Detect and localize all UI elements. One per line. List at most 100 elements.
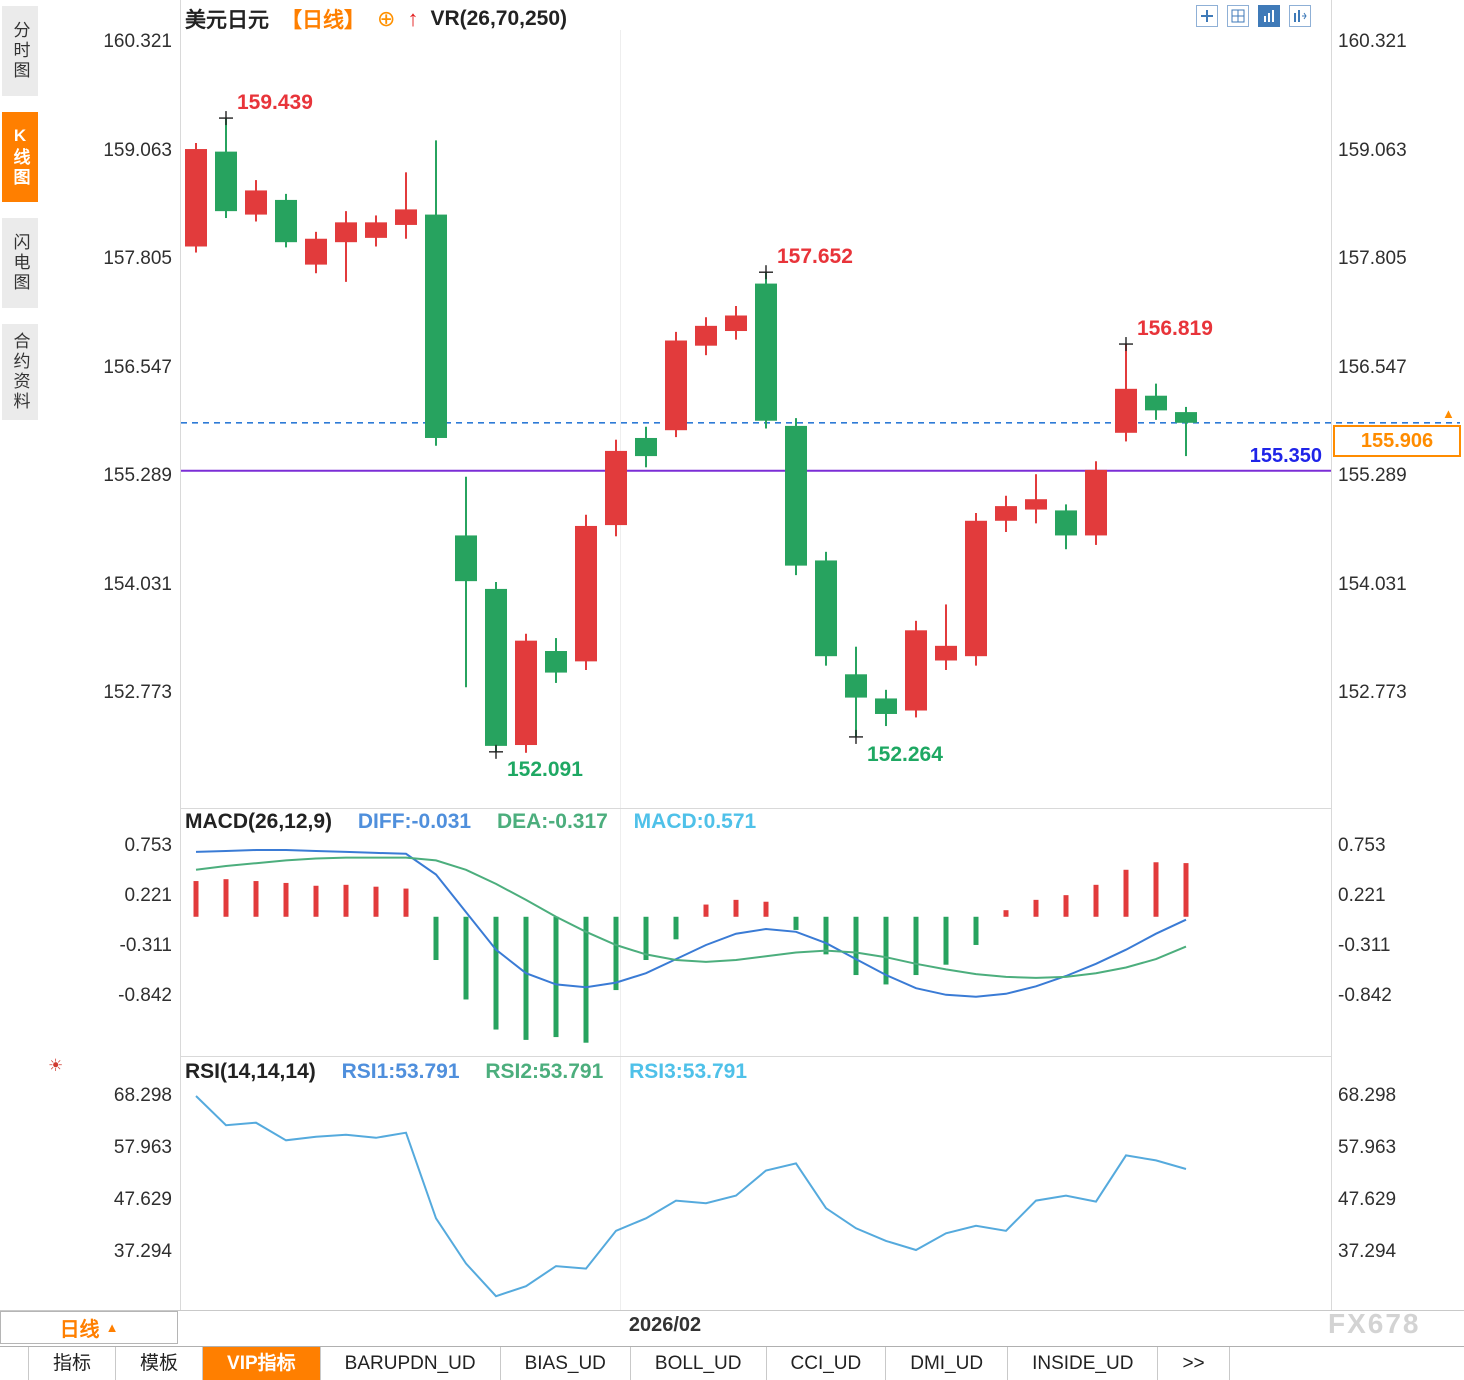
macd-bar bbox=[643, 916, 649, 961]
left-sidebar: 分时图 K线图 闪电图 合约资料 bbox=[2, 6, 40, 420]
macd-bar bbox=[1063, 895, 1069, 917]
rsi2-value: RSI2:53.791 bbox=[485, 1060, 604, 1083]
macd-bar bbox=[1093, 884, 1099, 917]
macd-bar bbox=[1033, 899, 1039, 917]
candle bbox=[365, 222, 387, 238]
purple-line-price-label: 155.350 bbox=[1249, 444, 1322, 467]
sidebar-tab-contract-info[interactable]: 合约资料 bbox=[2, 324, 38, 420]
macd-bar bbox=[763, 901, 769, 917]
y-axis-label: 155.289 bbox=[1338, 465, 1407, 486]
candle bbox=[1085, 469, 1107, 536]
tab-dmi-ud[interactable]: DMI_UD bbox=[886, 1347, 1009, 1380]
y-axis-label: 157.805 bbox=[103, 248, 172, 269]
macd-bar bbox=[223, 879, 229, 917]
x-axis-date-label: 2026/02 bbox=[628, 1314, 702, 1336]
y-axis-label: 68.298 bbox=[1338, 1085, 1397, 1106]
macd-bar bbox=[463, 916, 469, 1000]
y-axis-label: 37.294 bbox=[113, 1240, 172, 1262]
tab-inside-ud[interactable]: INSIDE_UD bbox=[1008, 1347, 1159, 1380]
macd-bar bbox=[403, 888, 409, 917]
rsi-label-row: RSI(14,14,14) RSI1:53.791 RSI2:53.791 RS… bbox=[185, 1060, 767, 1084]
y-axis-label: 68.298 bbox=[113, 1085, 172, 1106]
y-axis-label: 57.963 bbox=[113, 1136, 172, 1158]
period-selector[interactable]: 日线 ▲ bbox=[0, 1311, 178, 1344]
y-axis-label: -0.311 bbox=[1338, 935, 1391, 956]
tab-boll-ud[interactable]: BOLL_UD bbox=[631, 1347, 767, 1380]
candle bbox=[185, 149, 207, 247]
price-annotation: 152.091 bbox=[507, 758, 583, 781]
macd-bar bbox=[1123, 869, 1129, 917]
macd-label-row: MACD(26,12,9) DIFF:-0.031 DEA:-0.317 MAC… bbox=[185, 810, 776, 834]
add-indicator-icon[interactable]: ⊕ bbox=[377, 6, 396, 31]
tab-more[interactable]: >> bbox=[1158, 1347, 1230, 1380]
candle bbox=[515, 640, 537, 746]
macd-diff-line bbox=[195, 849, 1187, 998]
candle bbox=[635, 437, 657, 457]
macd-bar bbox=[613, 916, 619, 991]
macd-bar bbox=[673, 916, 679, 940]
candle bbox=[575, 525, 597, 662]
macd-bar bbox=[253, 881, 259, 917]
y-axis-label: 0.221 bbox=[124, 885, 172, 906]
price-annotation: 152.264 bbox=[867, 743, 943, 766]
candle bbox=[395, 209, 417, 225]
instrument-name: 美元日元 bbox=[185, 9, 269, 32]
current-price-tag: 155.906 bbox=[1333, 424, 1461, 457]
tab-templates[interactable]: 模板 bbox=[116, 1347, 204, 1380]
y-axis-label: 155.289 bbox=[103, 465, 172, 486]
macd-diff-value: DIFF:-0.031 bbox=[357, 810, 472, 833]
macd-bar bbox=[1003, 910, 1009, 917]
candle bbox=[275, 199, 297, 243]
sidebar-tab-lightning[interactable]: 闪电图 bbox=[2, 218, 38, 308]
macd-bar bbox=[283, 882, 289, 917]
candle bbox=[605, 450, 627, 526]
y-axis-label: 154.031 bbox=[1338, 573, 1407, 595]
candle bbox=[485, 588, 507, 746]
macd-bar bbox=[793, 916, 799, 930]
price-annotation: 157.652 bbox=[777, 245, 853, 268]
y-axis-label: 156.547 bbox=[103, 356, 172, 378]
price-up-triangle-icon: ▲ bbox=[1442, 405, 1455, 421]
up-arrow-icon: ↑ bbox=[407, 6, 419, 31]
tab-vip-indicators[interactable]: VIP指标 bbox=[203, 1347, 321, 1380]
macd-bar bbox=[553, 916, 559, 1038]
tab-barupdn-ud[interactable]: BARUPDN_UD bbox=[321, 1347, 501, 1380]
sidebar-tab-timeshare[interactable]: 分时图 bbox=[2, 6, 38, 96]
panel-layout-icon[interactable] bbox=[1289, 5, 1311, 27]
candle bbox=[335, 222, 357, 243]
tab-indicators[interactable]: 指标 bbox=[28, 1347, 117, 1380]
y-axis-label: -0.842 bbox=[118, 984, 172, 1006]
macd-bar bbox=[823, 916, 829, 955]
y-axis-label: 154.031 bbox=[103, 573, 172, 595]
macd-bar bbox=[343, 884, 349, 917]
grid-chart-icon[interactable] bbox=[1227, 5, 1249, 27]
rsi-settings-icon[interactable]: ☀ bbox=[48, 1056, 64, 1075]
candle bbox=[935, 645, 957, 661]
period-selector-label: 日线 bbox=[59, 1319, 100, 1341]
macd-bar bbox=[313, 885, 319, 917]
candle bbox=[905, 630, 927, 711]
indicator-tab-bar: 指标 模板 VIP指标 BARUPDN_UD BIAS_UD BOLL_UD C… bbox=[0, 1346, 1464, 1380]
tab-cci-ud[interactable]: CCI_UD bbox=[767, 1347, 887, 1380]
rsi-line bbox=[195, 1095, 1187, 1298]
macd-value: MACD:0.571 bbox=[633, 810, 757, 833]
pan-tool-icon[interactable] bbox=[1196, 5, 1218, 27]
candle bbox=[425, 214, 447, 438]
tab-bias-ud[interactable]: BIAS_UD bbox=[501, 1347, 631, 1380]
chart-toolbar bbox=[1196, 5, 1311, 27]
macd-bar bbox=[1183, 863, 1189, 917]
candle bbox=[725, 315, 747, 332]
bar-chart-icon[interactable] bbox=[1258, 5, 1280, 27]
candle bbox=[305, 238, 327, 265]
macd-bar bbox=[973, 916, 979, 945]
rsi3-value: RSI3:53.791 bbox=[629, 1060, 748, 1083]
candle bbox=[995, 506, 1017, 521]
candle bbox=[245, 190, 267, 215]
rsi-name: RSI(14,14,14) bbox=[185, 1060, 316, 1083]
candle bbox=[965, 520, 987, 657]
sidebar-tab-kline[interactable]: K线图 bbox=[2, 112, 38, 202]
candle bbox=[845, 674, 867, 698]
y-axis-label: 0.221 bbox=[1338, 885, 1386, 906]
macd-dea-line bbox=[195, 856, 1187, 979]
